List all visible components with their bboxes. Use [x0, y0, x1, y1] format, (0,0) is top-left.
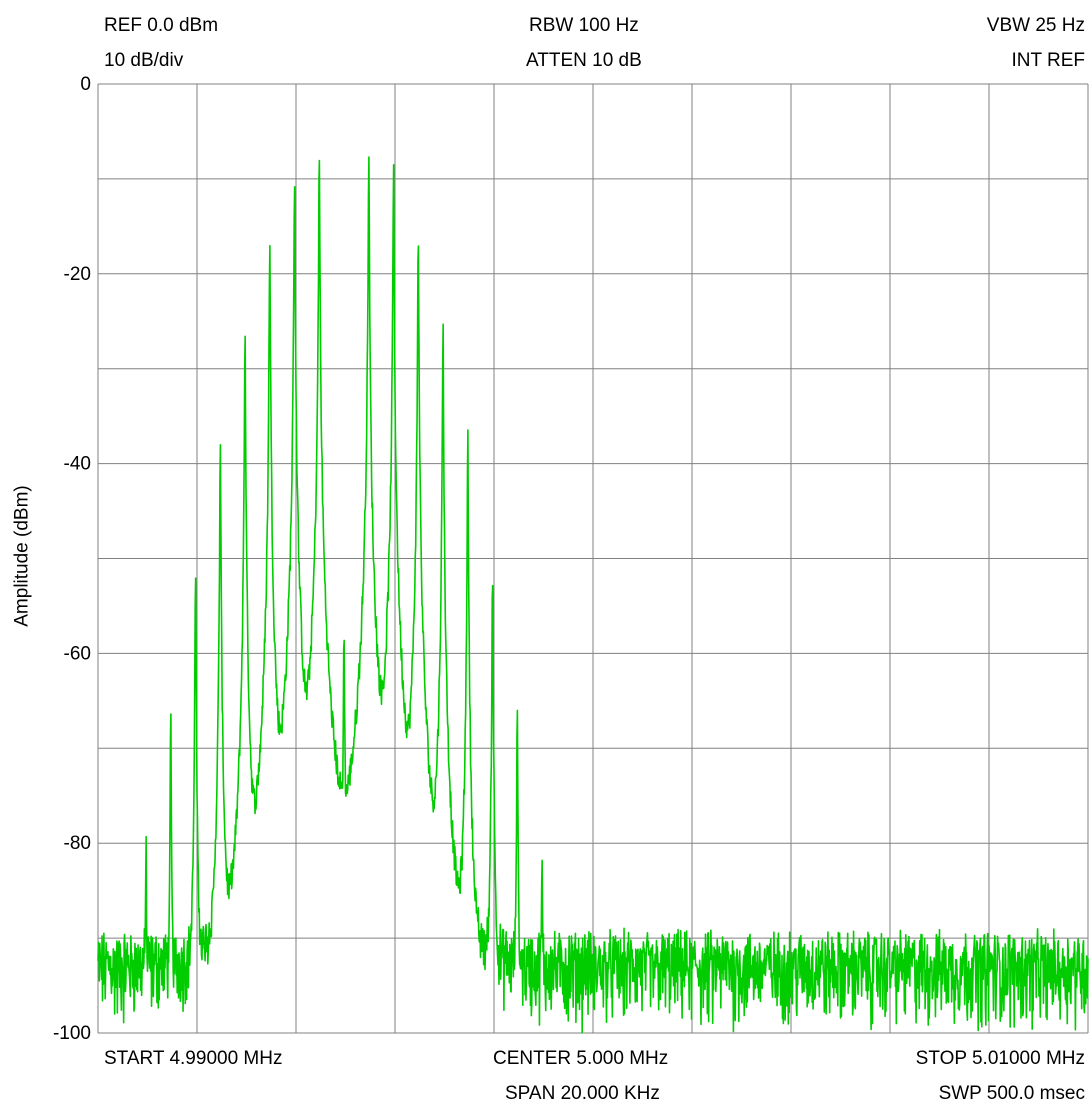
stop-freq-label: STOP 5.01000 MHz — [915, 1048, 1085, 1069]
atten-label: ATTEN 10 dB — [526, 50, 642, 71]
y-tick-labels: 0 -20 -40 -60 -80 -100 — [53, 74, 91, 1044]
center-freq-label: CENTER 5.000 MHz — [493, 1048, 669, 1069]
vbw-label: VBW 25 Hz — [986, 15, 1085, 36]
y-axis-label: Amplitude (dBm) — [11, 485, 33, 627]
y-tick-label: -20 — [64, 264, 91, 285]
int-ref-label: INT REF — [1011, 50, 1085, 71]
start-freq-label: START 4.99000 MHz — [104, 1048, 283, 1069]
span-label: SPAN 20.000 KHz — [505, 1083, 660, 1104]
y-tick-label: 0 — [80, 74, 91, 95]
y-tick-label: -100 — [53, 1023, 91, 1044]
sweep-label: SWP 500.0 msec — [938, 1083, 1085, 1104]
y-tick-label: -80 — [64, 833, 91, 854]
y-tick-label: -60 — [64, 643, 91, 664]
y-tick-label: -40 — [64, 454, 91, 475]
scale-label: 10 dB/div — [104, 50, 184, 71]
spectrum-trace — [97, 156, 1089, 1034]
rbw-label: RBW 100 Hz — [529, 15, 639, 36]
ref-level-label: REF 0.0 dBm — [104, 15, 219, 36]
chart-grid — [97, 83, 1089, 1034]
